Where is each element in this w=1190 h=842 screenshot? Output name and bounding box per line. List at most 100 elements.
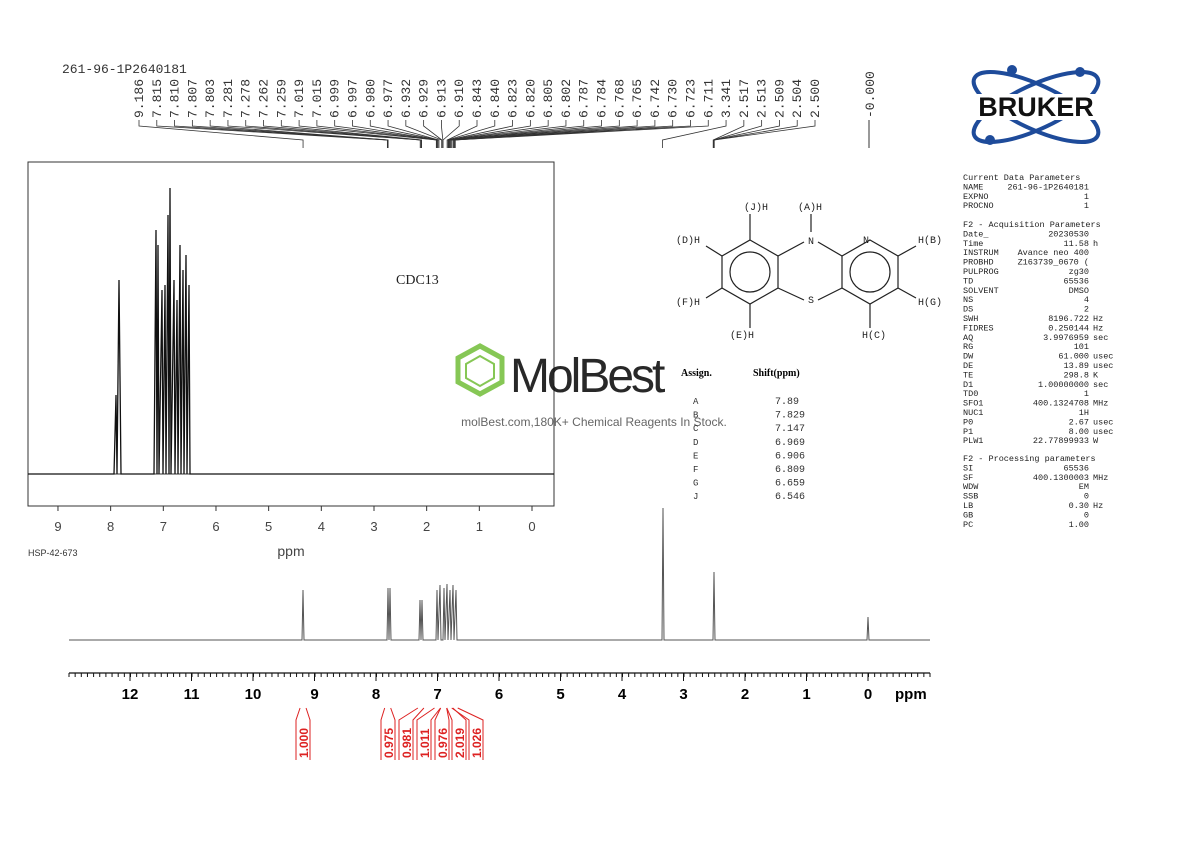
inset-tick-label: 6 <box>212 519 219 534</box>
assign-shift: 7.829 <box>775 411 805 422</box>
param-unit: usec <box>1093 352 1113 362</box>
param-unit: sec <box>1093 380 1108 390</box>
param-value: DMSO <box>1069 286 1089 296</box>
param-name: TD0 <box>963 389 978 399</box>
peak-connector <box>316 120 437 148</box>
structure-label: (F)H <box>676 297 700 309</box>
param-name: DW <box>963 352 974 362</box>
x-tick-label: 3 <box>679 686 687 703</box>
param-value: 0 <box>1084 492 1089 502</box>
peak-connector <box>446 120 496 148</box>
param-value: 8196.722 <box>1048 314 1089 324</box>
param-name: GB <box>963 510 973 520</box>
param-value: zg30 <box>1069 267 1089 277</box>
peak-label: 2.513 <box>755 79 770 118</box>
peak-connector <box>423 120 443 148</box>
param-section-title: F2 - Acquisition Parameters <box>963 220 1101 230</box>
param-value: 0 <box>1084 510 1089 520</box>
x-tick-label: 0 <box>864 686 872 703</box>
assign-label: E <box>693 451 698 461</box>
structure-label: (E)H <box>730 330 754 342</box>
structure-label: (D)H <box>676 235 700 247</box>
main-spectrum <box>69 507 930 641</box>
x-tick-label: 5 <box>556 686 564 703</box>
x-tick-label: 12 <box>122 686 139 703</box>
param-value: 65536 <box>1063 463 1089 473</box>
inset-tick-label: 9 <box>54 519 61 534</box>
param-value: 11.58 <box>1063 239 1089 249</box>
param-value: EM <box>1079 482 1089 492</box>
peak-connector <box>209 120 389 148</box>
peak-connector <box>448 120 531 148</box>
param-name: PULPROG <box>963 267 999 277</box>
param-name: AQ <box>963 333 973 343</box>
x-tick-label: 7 <box>433 686 441 703</box>
param-section-title: Current Data Parameters <box>963 173 1080 183</box>
param-name: WDW <box>963 482 979 492</box>
peak-label: 2.509 <box>772 79 787 118</box>
peak-label: 6.787 <box>577 79 592 118</box>
assign-shift: 6.546 <box>775 492 805 503</box>
param-name: DS <box>963 305 973 315</box>
x-tick-label: 1 <box>802 686 810 703</box>
integral-bracket <box>380 707 396 760</box>
param-unit: K <box>1093 370 1099 380</box>
inset-spectrum <box>28 187 554 475</box>
param-name: DE <box>963 361 973 371</box>
assign-label: A <box>693 397 699 407</box>
param-value: 1.00 <box>1069 520 1089 530</box>
peak-label: 6.913 <box>434 79 449 118</box>
param-value: 1 <box>1084 201 1089 211</box>
x-tick-label: 8 <box>372 686 380 703</box>
peak-connector <box>138 120 304 148</box>
param-name: SOLVENT <box>963 286 999 296</box>
assign-shift: 6.659 <box>775 479 805 490</box>
inset-tick-label: 4 <box>318 519 325 534</box>
logo-text: BRUKER <box>978 92 1094 122</box>
x-tick-label: 9 <box>310 686 318 703</box>
param-value: 20230530 <box>1048 229 1089 239</box>
param-name: NUC1 <box>963 408 983 418</box>
param-section-title: F2 - Processing parameters <box>963 454 1096 464</box>
peak-connector <box>352 120 439 148</box>
peak-label: 6.765 <box>630 79 645 118</box>
param-unit: Hz <box>1093 323 1103 333</box>
peak-label: 6.802 <box>559 79 574 118</box>
peak-label: 7.019 <box>292 79 307 118</box>
assign-shift: 7.89 <box>775 397 799 408</box>
param-name: SWH <box>963 314 978 324</box>
param-value: 4 <box>1084 295 1089 305</box>
inset-tick-label: 3 <box>370 519 377 534</box>
watermark-tagline: molBest.com,180K+ Chemical Reagents In S… <box>461 415 727 429</box>
integral-bracket <box>295 707 311 760</box>
param-name: P0 <box>963 417 973 427</box>
peak-connector <box>454 120 691 148</box>
peak-label: 6.742 <box>648 79 663 118</box>
peak-connector <box>713 120 816 148</box>
inset-tick-label: 2 <box>423 519 430 534</box>
param-name: SSB <box>963 492 978 502</box>
assign-header: Assign. <box>681 368 712 379</box>
assign-label: G <box>693 479 698 489</box>
peak-label: 6.929 <box>417 79 432 118</box>
param-name: P1 <box>963 427 973 437</box>
peak-label: 6.768 <box>612 79 627 118</box>
param-value: 0.30 <box>1069 501 1089 511</box>
structure-label: H(B) <box>918 235 942 247</box>
structure-label: (J)H <box>744 202 768 214</box>
peak-connector <box>454 120 709 148</box>
solvent-note: CDC13 <box>396 273 439 288</box>
peak-label: 2.500 <box>808 79 823 118</box>
structure-label: H(G) <box>918 297 942 309</box>
reference-peak-label: -0.000 <box>863 71 878 118</box>
param-value: 61.000 <box>1058 352 1089 362</box>
assign-shift: 6.969 <box>775 438 805 449</box>
inset-tick-label: 5 <box>265 519 272 534</box>
sample-id: 261-96-1P2640181 <box>62 62 187 77</box>
peak-label: 6.843 <box>470 79 485 118</box>
peak-label: 6.932 <box>399 79 414 118</box>
peak-label: 6.723 <box>683 79 698 118</box>
param-name: Date_ <box>963 229 989 239</box>
param-name: Time <box>963 239 983 249</box>
